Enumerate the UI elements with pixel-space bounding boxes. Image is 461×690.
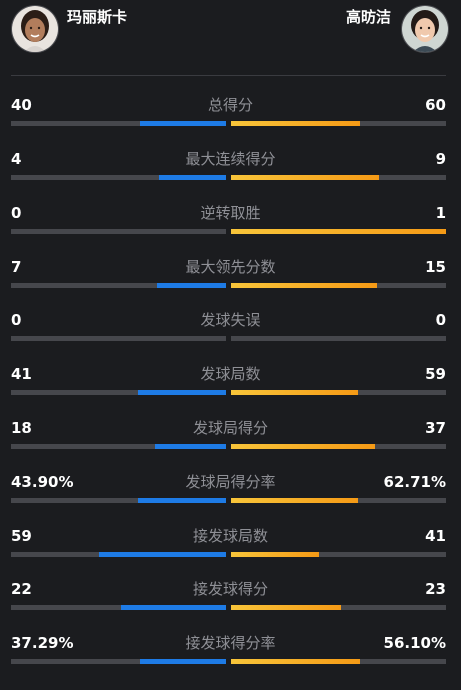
left-player-value: 18 [11,419,32,437]
stat-label: 逆转取胜 [200,204,261,222]
stat-row: 18 发球局得分 37 [0,419,461,473]
left-bar-track [11,121,226,126]
stat-label: 发球局得分 [192,419,268,437]
stat-label: 总得分 [207,96,253,114]
right-player-value: 56.10% [383,634,446,652]
header-divider [11,75,446,76]
left-bar-track [11,659,226,664]
left-player-value: 41 [11,365,32,383]
right-bar-track [231,283,446,288]
left-bar-track [11,444,226,449]
left-bar-fill [99,552,226,557]
right-bar-track [231,605,446,610]
right-player-avatar[interactable] [401,5,449,53]
stat-row: 41 发球局数 59 [0,365,461,419]
left-player-value: 0 [11,311,22,329]
right-player-value: 0 [435,311,446,329]
right-bar-fill [231,229,446,234]
left-bar-track [11,229,226,234]
stat-label: 最大连续得分 [185,150,276,168]
stat-row: 43.90% 发球局得分率 62.71% [0,473,461,527]
right-bar-fill [231,175,379,180]
left-bar-fill [140,659,226,664]
stat-label: 接发球得分率 [185,634,276,652]
right-player-value: 1 [435,204,446,222]
stat-row: 59 接发球局数 41 [0,527,461,581]
left-bar-fill [140,121,226,126]
left-player-value: 7 [11,258,22,276]
right-bar-fill [231,605,341,610]
right-player-value: 62.71% [383,473,446,491]
stat-label: 发球局数 [200,365,261,383]
left-player-value: 40 [11,96,32,114]
player-photo-icon [402,6,448,52]
stat-row: 0 发球失误 0 [0,311,461,365]
right-player-value: 41 [425,527,446,545]
left-player-value: 37.29% [11,634,74,652]
left-player-value: 4 [11,150,22,168]
right-bar-track [231,390,446,395]
stat-label: 接发球得分 [192,580,268,598]
right-bar-fill [231,659,360,664]
right-player-value: 15 [425,258,446,276]
left-player-value: 59 [11,527,32,545]
right-bar-fill [231,283,377,288]
left-bar-track [11,605,226,610]
left-player-value: 0 [11,204,22,222]
right-bar-track [231,336,446,341]
right-bar-fill [231,121,360,126]
left-player-name[interactable]: 玛丽斯卡 [67,8,128,26]
stat-row: 40 总得分 60 [0,96,461,150]
stat-label: 最大领先分数 [185,258,276,276]
stat-row: 37.29% 接发球得分率 56.10% [0,634,461,688]
stat-row: 0 逆转取胜 1 [0,204,461,258]
right-bar-track [231,175,446,180]
left-bar-track [11,390,226,395]
left-player-value: 22 [11,580,32,598]
right-bar-track [231,444,446,449]
right-bar-fill [231,444,375,449]
left-bar-track [11,175,226,180]
right-bar-track [231,659,446,664]
player-photo-icon [12,6,58,52]
left-bar-track [11,283,226,288]
right-player-value: 60 [425,96,446,114]
right-bar-track [231,121,446,126]
left-bar-fill [138,498,226,503]
right-player-value: 9 [435,150,446,168]
left-bar-fill [121,605,226,610]
stat-row: 22 接发球得分 23 [0,580,461,634]
right-bar-track [231,229,446,234]
right-bar-fill [231,552,319,557]
left-bar-fill [138,390,226,395]
stat-row: 4 最大连续得分 9 [0,150,461,204]
stat-label: 发球局得分率 [185,473,276,491]
stat-row: 7 最大领先分数 15 [0,258,461,312]
stat-label: 接发球局数 [192,527,268,545]
players-header: 玛丽斯卡 高昉洁 [0,0,461,62]
left-bar-fill [157,283,226,288]
right-player-value: 59 [425,365,446,383]
left-player-value: 43.90% [11,473,74,491]
right-bar-fill [231,498,358,503]
left-bar-track [11,336,226,341]
right-player-name[interactable]: 高昉洁 [345,8,391,26]
right-player-value: 23 [425,580,446,598]
right-bar-track [231,498,446,503]
left-bar-fill [159,175,226,180]
left-bar-track [11,498,226,503]
right-player-value: 37 [425,419,446,437]
stat-label: 发球失误 [200,311,261,329]
right-bar-fill [231,390,358,395]
left-bar-track [11,552,226,557]
left-bar-fill [155,444,226,449]
left-player-avatar[interactable] [11,5,59,53]
right-bar-track [231,552,446,557]
